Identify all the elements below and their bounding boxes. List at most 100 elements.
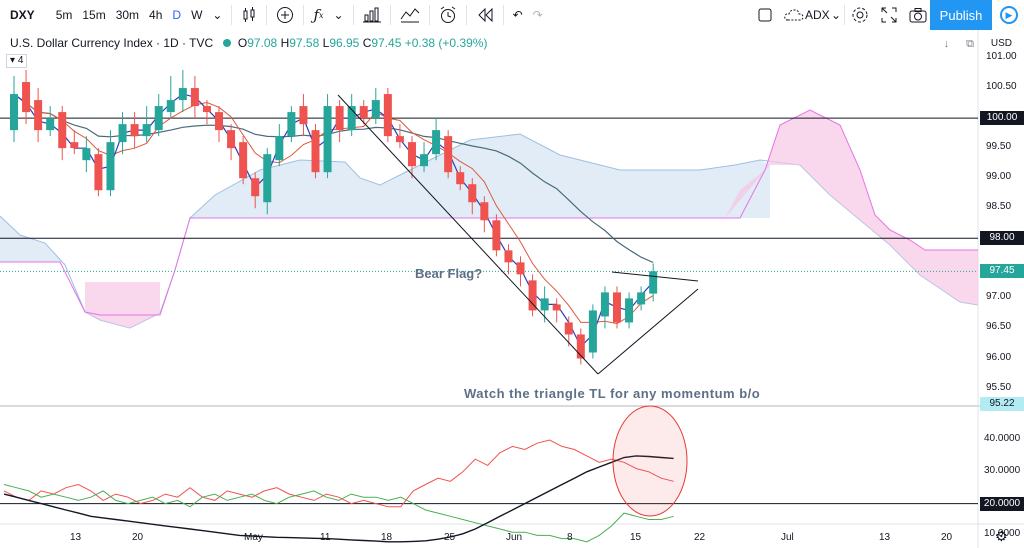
legend-change: +0.38 (+0.39%) [404,36,488,50]
replay-icon[interactable] [471,0,499,30]
price-axis-tick: 96.00 [986,351,1012,363]
time-axis-tick: 13 [879,532,891,543]
candle-body [142,124,151,137]
price-axis-tick: 100.50 [986,81,1017,93]
redo-icon[interactable]: ↷ [532,8,543,22]
indicator-menu-button[interactable]: ADX [805,8,830,22]
candle-body [82,148,91,161]
interval-w[interactable]: W [191,8,203,22]
indicators-dropdown-icon[interactable]: ⌄ [333,8,344,22]
level-100-label: 100.00 [980,111,1024,126]
candle-body [263,154,272,203]
adx-axis-tick: 30.0000 [984,464,1021,476]
interval-4h[interactable]: 4h [149,8,163,22]
legend-high: 97.58 [289,36,320,50]
candle-body [444,136,453,173]
price-axis-tick: 98.50 [986,201,1012,213]
candle-body [239,142,248,179]
candle-body [94,154,103,191]
financials-icon[interactable] [358,0,386,30]
indicators-collapse-badge[interactable]: ▾ 4 [6,54,28,68]
candle-body [227,130,236,149]
candle-body [600,292,609,317]
candle-body [335,106,344,131]
interval-5m[interactable]: 5m [55,8,73,22]
candle-body [480,202,489,221]
market-status-dot [222,39,231,47]
legend-close: 97.45 [371,36,402,50]
time-axis-tick: 20 [132,532,144,543]
price-chart[interactable] [0,30,1024,548]
symbol-search-button[interactable]: DXY [10,8,35,22]
candle-body [576,334,585,359]
chart-settings-gear-icon[interactable]: ⚙ [995,528,1008,544]
candle-body [504,250,513,263]
candle-body [22,82,31,113]
time-axis-tick: May [244,532,263,543]
candle-body [323,106,332,173]
toolbar-divider [844,5,845,25]
price-axis-tick: 96.50 [986,321,1012,333]
alert-clock-icon[interactable] [434,0,462,30]
settings-gear-icon[interactable] [846,0,874,30]
interval-30m[interactable]: 30m [115,8,140,22]
candle-body [46,118,55,131]
bear-flag-annotation[interactable]: Bear Flag? [415,266,483,281]
low-value-label: 95.22 [980,397,1024,411]
chart-legend: U.S. Dollar Currency Index · 1D · TVC O 9… [10,36,487,50]
candle-body [178,88,187,101]
scroll-down-icon[interactable]: ↓ [943,38,950,50]
publish-button[interactable]: Publish [930,0,992,30]
toolbar-divider [389,5,391,25]
camera-snapshot-icon[interactable] [904,0,932,30]
adx-minus-di-line [3,484,674,543]
time-axis-tick: 8 [567,532,573,543]
maximize-pane-icon[interactable]: ⧉ [966,38,974,50]
candles-style-icon[interactable] [236,0,262,30]
publish-play-button[interactable]: ▶ [994,0,1024,30]
candle-body [118,124,127,143]
bear-channel-trendline [337,94,599,375]
legend-title: U.S. Dollar Currency Index · 1D · TVC [10,36,214,50]
candle-body [625,298,634,323]
level-98-label: 98.00 [980,231,1024,246]
indicators-count: 4 [17,55,24,66]
play-icon: ▶ [1000,6,1018,24]
cloud-red-area-early [85,282,160,328]
adx-highlight-ellipse [612,405,688,517]
candle-body [347,106,356,131]
layout-cloud-icon[interactable] [778,0,810,30]
candle-body [492,220,501,251]
adx-plus-di-line [3,439,674,508]
compare-add-icon[interactable] [271,0,299,30]
legend-low: 96.95 [329,36,360,50]
triangle-note-annotation[interactable]: Watch the triangle TL for any momentum b… [464,386,761,401]
candle-body [130,124,139,137]
price-axis-tick: 99.00 [986,171,1012,183]
indicator-menu-chevron-icon[interactable]: ⌄ [831,8,842,22]
interval-d[interactable]: D [172,8,182,22]
price-axis-tick: 97.00 [986,291,1012,303]
candle-body [10,94,18,131]
candle-body [420,154,429,167]
candle-body [34,100,43,131]
templates-icon[interactable] [395,0,425,30]
toolbar-divider [465,5,467,25]
cloud-green-area [0,134,770,328]
legend-low-label: L [322,36,330,50]
toolbar-divider [428,5,430,25]
legend-high-label: H [280,36,290,50]
cloud-red-area [725,110,978,305]
interval-15m[interactable]: 15m [82,8,106,22]
fullscreen-square-icon[interactable] [752,0,778,30]
candle-body [540,298,549,311]
candle-body [215,112,224,131]
undo-icon[interactable]: ↶ [512,8,523,22]
interval-dropdown-icon[interactable]: ⌄ [212,8,223,22]
candle-body [456,172,465,185]
legend-close-label: C [362,36,372,50]
fullscreen-expand-icon[interactable] [876,0,902,30]
legend-open-label: O [237,36,248,50]
currency-label[interactable]: USD [990,38,1012,49]
